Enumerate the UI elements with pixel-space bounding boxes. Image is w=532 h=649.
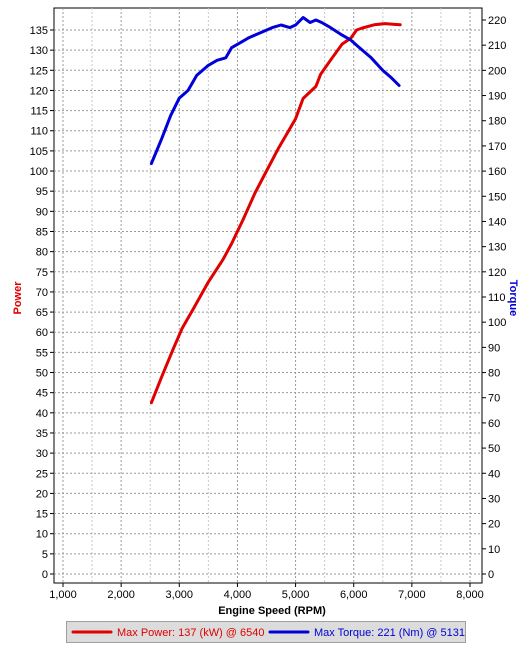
x-tick-label: 4,000 bbox=[224, 589, 252, 601]
plot-frame bbox=[53, 7, 483, 584]
y-left-tick-label: 5 bbox=[42, 549, 48, 561]
y-left-tick-label: 55 bbox=[36, 347, 48, 359]
y-left-tick-label: 75 bbox=[36, 267, 48, 279]
y-left-tick-label: 25 bbox=[36, 468, 48, 480]
y-left-tick-label: 60 bbox=[36, 327, 48, 339]
y-left-tick-label: 35 bbox=[36, 428, 48, 440]
torque-series-line bbox=[149, 16, 401, 165]
y-right-tick-label: 0 bbox=[488, 569, 494, 581]
legend-label: Max Power: 137 (kW) @ 6540 bbox=[117, 627, 265, 639]
x-tick-label: 2,000 bbox=[107, 589, 135, 601]
y-left-tick-label: 115 bbox=[30, 106, 48, 118]
y-right-axis-title: Torque bbox=[507, 280, 519, 316]
y-right-tick-label: 40 bbox=[488, 468, 500, 480]
y-left-tick-label: 85 bbox=[36, 226, 48, 238]
y-right-tick-label: 110 bbox=[488, 292, 506, 304]
y-right-tick-label: 160 bbox=[488, 166, 506, 178]
y-left-tick-label: 105 bbox=[30, 146, 48, 158]
y-left-tick-label: 40 bbox=[36, 408, 48, 420]
y-left-tick-label: 50 bbox=[36, 368, 48, 380]
y-left-tick-label: 70 bbox=[36, 287, 48, 299]
y-right-tick-label: 30 bbox=[488, 493, 500, 505]
y-left-tick-label: 125 bbox=[30, 65, 48, 77]
y-right-tick-label: 220 bbox=[488, 15, 506, 27]
x-tick-label: 6,000 bbox=[340, 589, 368, 601]
y-left-tick-label: 110 bbox=[30, 126, 48, 138]
y-left-tick-label: 15 bbox=[36, 509, 48, 521]
y-left-tick-label: 20 bbox=[36, 488, 48, 500]
y-left-tick-label: 130 bbox=[30, 45, 48, 57]
x-tick-label: 3,000 bbox=[166, 589, 194, 601]
y-left-tick-label: 120 bbox=[30, 85, 48, 97]
y-right-tick-label: 180 bbox=[488, 116, 506, 128]
y-right-tick-label: 100 bbox=[488, 317, 506, 329]
y-right-tick-label: 60 bbox=[488, 418, 500, 430]
y-left-tick-label: 135 bbox=[30, 25, 48, 37]
y-right-tick-label: 150 bbox=[488, 191, 506, 203]
chart-legend: Max Power: 137 (kW) @ 6540 Max Torque: 22… bbox=[66, 621, 466, 643]
y-left-tick-label: 10 bbox=[36, 529, 48, 541]
y-right-tick-label: 20 bbox=[488, 519, 500, 531]
y-left-tick-label: 45 bbox=[36, 388, 48, 400]
y-right-tick-label: 130 bbox=[488, 242, 506, 254]
x-axis-title: Engine Speed (RPM) bbox=[218, 605, 326, 617]
y-right-tick-label: 10 bbox=[488, 544, 500, 556]
legend-label: Max Torque: 221 (Nm) @ 5131 bbox=[314, 627, 465, 639]
y-left-tick-label: 80 bbox=[36, 247, 48, 259]
y-right-tick-label: 70 bbox=[488, 393, 500, 405]
x-tick-label: 7,000 bbox=[398, 589, 426, 601]
y-right-tick-label: 50 bbox=[488, 443, 500, 455]
y-left-tick-label: 100 bbox=[30, 166, 48, 178]
y-right-tick-label: 90 bbox=[488, 342, 500, 354]
y-left-tick-label: 95 bbox=[36, 186, 48, 198]
y-left-tick-label: 90 bbox=[36, 206, 48, 218]
y-left-axis-title: Power bbox=[12, 281, 24, 315]
x-tick-label: 5,000 bbox=[282, 589, 310, 601]
y-left-tick-label: 30 bbox=[36, 448, 48, 460]
y-right-tick-label: 120 bbox=[488, 267, 506, 279]
y-right-tick-label: 190 bbox=[488, 91, 506, 103]
y-right-tick-label: 200 bbox=[488, 65, 506, 77]
y-right-tick-label: 170 bbox=[488, 141, 506, 153]
y-right-tick-label: 210 bbox=[488, 40, 506, 52]
y-right-tick-label: 140 bbox=[488, 216, 506, 228]
x-tick-label: 8,000 bbox=[456, 589, 484, 601]
x-tick-label: 1,000 bbox=[49, 589, 77, 601]
y-left-tick-label: 65 bbox=[36, 307, 48, 319]
y-left-tick-label: 0 bbox=[42, 569, 48, 581]
power-series-line bbox=[149, 22, 402, 405]
chart-plot-area: 1,000 2,000 3,000 4,000 5,000 6,000 7,000 8,000… bbox=[12, 7, 519, 617]
y-right-tick-label: 80 bbox=[488, 368, 500, 380]
